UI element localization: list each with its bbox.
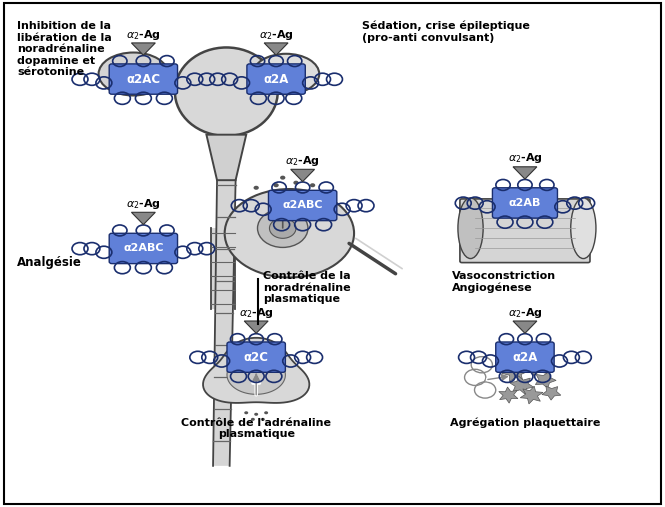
Polygon shape xyxy=(132,212,156,225)
Text: Sédation, crise épileptique
(pro-anti convulsant): Sédation, crise épileptique (pro-anti co… xyxy=(362,21,530,43)
Polygon shape xyxy=(206,135,246,180)
FancyBboxPatch shape xyxy=(495,342,554,372)
Ellipse shape xyxy=(458,198,483,259)
Circle shape xyxy=(261,418,265,421)
FancyBboxPatch shape xyxy=(109,64,178,94)
FancyBboxPatch shape xyxy=(247,64,305,94)
Circle shape xyxy=(269,218,296,238)
Polygon shape xyxy=(227,355,285,394)
Text: Vasoconstriction
Angiogénese: Vasoconstriction Angiogénese xyxy=(452,271,556,294)
Polygon shape xyxy=(513,321,537,333)
FancyBboxPatch shape xyxy=(460,199,590,263)
FancyBboxPatch shape xyxy=(269,190,336,221)
Text: Contrôle de la
noradrénaline
plasmatique: Contrôle de la noradrénaline plasmatique xyxy=(263,271,350,304)
Text: Agrégation plaquettaire: Agrégation plaquettaire xyxy=(450,418,600,428)
Polygon shape xyxy=(535,372,556,388)
Polygon shape xyxy=(509,376,534,394)
Circle shape xyxy=(264,411,268,414)
Polygon shape xyxy=(244,321,268,333)
Polygon shape xyxy=(502,363,528,382)
Polygon shape xyxy=(527,358,549,376)
Text: Analgésie: Analgésie xyxy=(17,256,82,269)
Text: Inhibition de la
libération de la
noradrénaline
dopamine et
sérotonine: Inhibition de la libération de la noradr… xyxy=(17,21,112,78)
Text: α2ABC: α2ABC xyxy=(123,243,164,254)
Polygon shape xyxy=(291,169,315,182)
Circle shape xyxy=(310,183,315,187)
Text: $\alpha_2$-Ag: $\alpha_2$-Ag xyxy=(507,152,543,165)
Circle shape xyxy=(280,175,285,179)
Ellipse shape xyxy=(225,189,354,277)
Circle shape xyxy=(273,183,279,187)
Polygon shape xyxy=(542,386,561,400)
Text: $\alpha_2$-Ag: $\alpha_2$-Ag xyxy=(259,27,293,42)
Ellipse shape xyxy=(253,54,319,94)
Text: $\alpha_2$-Ag: $\alpha_2$-Ag xyxy=(126,27,161,42)
Circle shape xyxy=(257,209,308,247)
Text: $\alpha_2$-Ag: $\alpha_2$-Ag xyxy=(507,306,543,319)
FancyBboxPatch shape xyxy=(227,342,285,372)
Polygon shape xyxy=(264,43,288,55)
Text: $\alpha_2$-Ag: $\alpha_2$-Ag xyxy=(239,306,273,319)
Circle shape xyxy=(254,413,258,416)
Polygon shape xyxy=(132,43,156,55)
Text: α2AC: α2AC xyxy=(126,73,160,86)
Text: α2C: α2C xyxy=(243,351,269,364)
Text: Contrôle de l'adrénaline
plasmatique: Contrôle de l'adrénaline plasmatique xyxy=(181,418,331,440)
Ellipse shape xyxy=(175,48,278,136)
Ellipse shape xyxy=(98,53,168,95)
Polygon shape xyxy=(520,386,543,404)
Ellipse shape xyxy=(571,198,596,259)
Text: α2A: α2A xyxy=(263,73,289,86)
FancyBboxPatch shape xyxy=(109,233,178,264)
Text: α2AB: α2AB xyxy=(509,198,541,208)
Polygon shape xyxy=(513,167,537,179)
Polygon shape xyxy=(203,338,309,403)
Circle shape xyxy=(244,411,248,414)
Circle shape xyxy=(293,180,299,185)
Text: $\alpha_2$-Ag: $\alpha_2$-Ag xyxy=(285,154,320,168)
Polygon shape xyxy=(499,387,518,403)
Text: α2ABC: α2ABC xyxy=(283,200,323,210)
Circle shape xyxy=(251,418,255,421)
Text: α2A: α2A xyxy=(512,351,537,364)
Text: $\alpha_2$-Ag: $\alpha_2$-Ag xyxy=(126,197,161,211)
FancyBboxPatch shape xyxy=(492,188,557,218)
Circle shape xyxy=(253,186,259,190)
